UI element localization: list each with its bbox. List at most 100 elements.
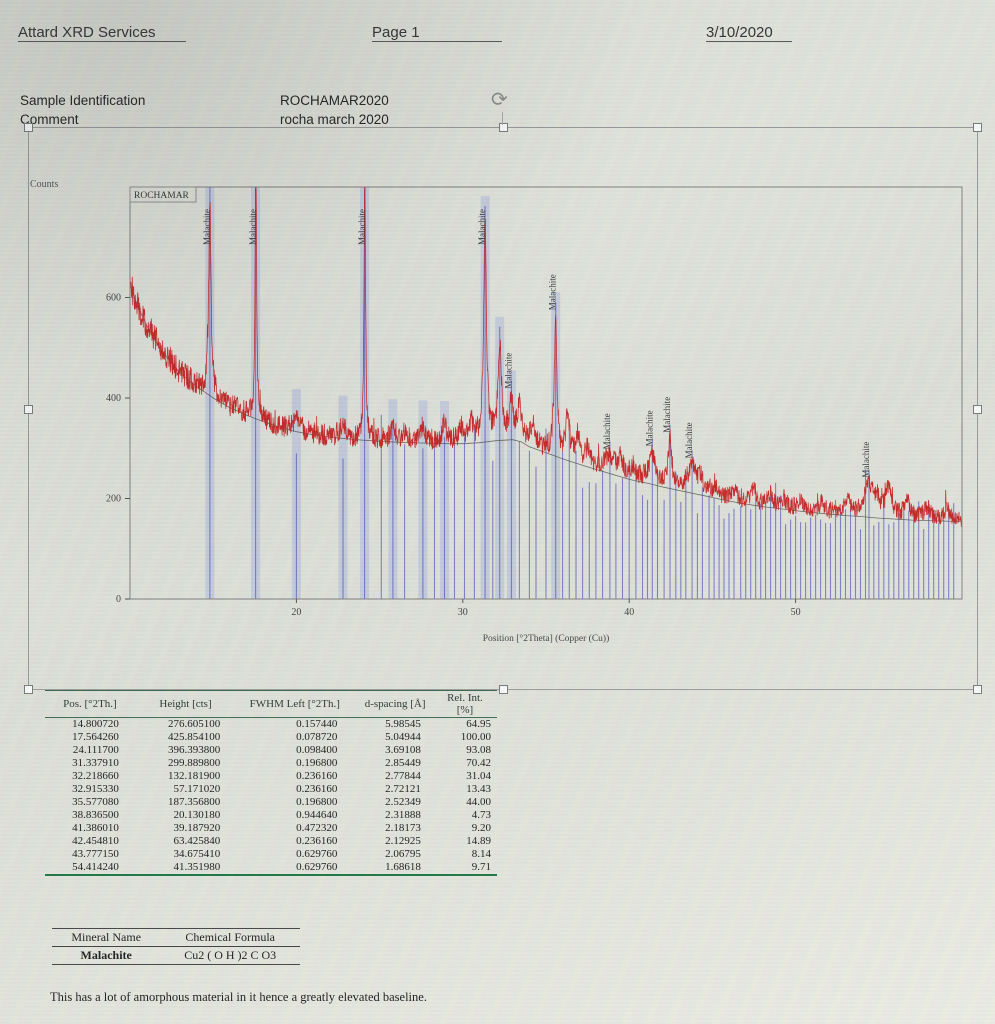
mineral-table: Mineral Name Chemical Formula Malachite Cu… (52, 928, 300, 965)
column-header: Height [cts] (159, 698, 212, 710)
background-curve (129, 284, 963, 522)
table-cell: 24.111700 (72, 744, 119, 756)
footer-note: This has a lot of amorphous material in … (50, 990, 427, 1004)
selection-handle-top-right[interactable] (973, 123, 982, 132)
selection-handle-bottom-left[interactable] (24, 685, 33, 694)
diffraction-trace (129, 186, 963, 527)
svg-text:20: 20 (291, 607, 301, 618)
table-cell: 299.889800 (167, 757, 221, 769)
table-cell: 8.14 (471, 848, 491, 860)
table-cell: 57.171020 (173, 783, 221, 795)
table-cell: 3.69108 (385, 744, 421, 756)
table-cell: 31.04 (466, 770, 491, 782)
table-cell: 2.12925 (385, 835, 421, 847)
table-cell: 17.564260 (72, 731, 119, 743)
xrd-chart[interactable]: Counts ROCHAMAR 0 200 400 600 20 30 40 50 Positio… (30, 175, 975, 650)
svg-text:Malachite: Malachite (202, 209, 212, 245)
column-header: Pos. [°2Th.] (63, 698, 117, 710)
table-cell: 14.800720 (72, 718, 119, 730)
selection-handle-middle-left[interactable] (24, 405, 33, 414)
table-cell: 396.393800 (167, 744, 221, 756)
column-header: FWHM Left [°2Th.] (249, 698, 340, 710)
svg-text:200: 200 (106, 494, 121, 505)
table-row: 31.337910 299.889800 0.196800 2.85449 70.42 (45, 757, 497, 770)
table-cell: 35.577080 (72, 796, 119, 808)
table-cell: 14.89 (466, 835, 491, 847)
table-row: 17.564260 425.854100 0.078720 5.04944 100.00 (45, 731, 497, 744)
table-cell: 44.00 (466, 796, 491, 808)
selection-handle-top-left[interactable] (24, 123, 33, 132)
table-cell: 2.77844 (385, 770, 421, 782)
table-cell: 0.944640 (296, 809, 338, 821)
peak-labels: Malachite Malachite Malachite Malachite Mala… (202, 209, 871, 478)
table-row: 32.218660 132.181900 0.236160 2.77844 31.04 (45, 770, 497, 783)
y-axis-title: Counts (30, 179, 59, 190)
table-cell: 0.236160 (296, 770, 338, 782)
table-cell: 276.605100 (167, 718, 221, 730)
selection-handle-top-center[interactable] (499, 123, 508, 132)
table-row: 43.777150 34.675410 0.629760 2.06795 8.14 (45, 848, 497, 861)
rotate-handle-icon[interactable]: ⟳ (491, 89, 508, 111)
table-cell: 0.196800 (296, 796, 338, 808)
table-cell: Malachite (80, 948, 132, 962)
table-cell: 54.414240 (72, 861, 119, 873)
table-cell: 43.777150 (72, 848, 119, 860)
x-axis-title: Position [°2Theta] (Copper (Cu)) (483, 633, 609, 644)
table-cell: 5.04944 (385, 731, 421, 743)
svg-text:40: 40 (624, 607, 634, 618)
svg-text:Malachite: Malachite (503, 353, 513, 389)
table-cell: 20.130180 (173, 809, 221, 821)
sample-id-value: ROCHAMAR2020 (280, 93, 389, 108)
plot-border (129, 186, 963, 600)
svg-text:50: 50 (791, 607, 801, 618)
table-cell: 32.915330 (72, 783, 119, 795)
table-row: 35.577080 187.356800 0.196800 2.52349 44.00 (45, 796, 497, 809)
peak-table-container: Pos. [°2Th.] Height [cts] FWHM Left [°2Th.… (45, 690, 497, 876)
column-header: Rel. Int. [%] (447, 692, 483, 716)
table-cell: Cu2 ( O H )2 C O3 (184, 948, 277, 962)
table-cell: 39.187920 (173, 822, 221, 834)
table-row: 42.454810 63.425840 0.236160 2.12925 14.89 (45, 835, 497, 848)
table-cell: 2.18173 (385, 822, 421, 834)
svg-text:600: 600 (106, 293, 121, 304)
svg-text:Malachite: Malachite (662, 397, 672, 433)
table-cell: 187.356800 (167, 796, 221, 808)
table-cell: 2.72121 (385, 783, 421, 795)
selection-handle-middle-right[interactable] (973, 405, 982, 414)
mineral-table-container: Mineral Name Chemical Formula Malachite Cu… (52, 928, 300, 965)
table-cell: 0.236160 (296, 835, 338, 847)
selection-handle-bottom-right[interactable] (973, 685, 982, 694)
table-cell: 42.454810 (72, 835, 119, 847)
report-date: 3/10/2020 (706, 24, 792, 42)
svg-text:Malachite: Malachite (684, 422, 694, 458)
x-axis-ticks: 20 30 40 50 (291, 599, 801, 618)
table-cell: 4.73 (471, 809, 491, 821)
svg-text:400: 400 (106, 393, 121, 404)
chart-title: ROCHAMAR (134, 191, 190, 201)
table-cell: 93.08 (466, 744, 491, 756)
selection-handle-bottom-center[interactable] (499, 685, 508, 694)
table-row: Malachite Cu2 ( O H )2 C O3 (52, 947, 300, 965)
table-row: 54.414240 41.351980 0.629760 1.68618 9.71 (45, 861, 497, 875)
table-cell: 2.31888 (385, 809, 421, 821)
svg-text:Malachite: Malachite (357, 209, 367, 245)
peak-table-header-row: Pos. [°2Th.] Height [cts] FWHM Left [°2Th.… (45, 691, 497, 718)
mineral-table-header-row: Mineral Name Chemical Formula (52, 929, 300, 947)
table-cell: 132.181900 (167, 770, 221, 782)
table-cell: 32.218660 (72, 770, 119, 782)
peak-table: Pos. [°2Th.] Height [cts] FWHM Left [°2Th.… (45, 690, 497, 876)
table-cell: 2.06795 (385, 848, 421, 860)
page-label: Page 1 (372, 24, 502, 42)
rotate-handle-stem (502, 112, 503, 125)
table-cell: 41.351980 (173, 861, 221, 873)
table-cell: 2.52349 (385, 796, 421, 808)
table-cell: 13.43 (466, 783, 491, 795)
table-cell: 9.20 (471, 822, 491, 834)
legend-box (129, 186, 197, 203)
table-cell: 0.157440 (296, 718, 338, 730)
company-name: Attard XRD Services (18, 24, 186, 42)
table-cell: 0.629760 (296, 848, 338, 860)
svg-text:Malachite: Malachite (477, 209, 487, 245)
comment-value: rocha march 2020 (280, 112, 389, 128)
svg-text:Malachite: Malachite (861, 442, 871, 478)
